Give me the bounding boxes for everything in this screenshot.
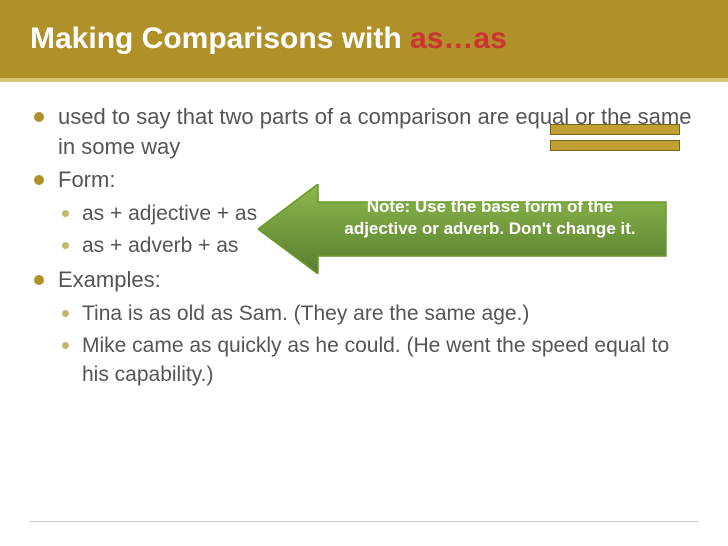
slide-header: Making Comparisons with as…as [0, 0, 728, 82]
equal-bar-bottom [550, 140, 680, 151]
bullet-text: Examples: [58, 267, 161, 292]
equal-bar-top [550, 124, 680, 135]
footer-divider [30, 521, 698, 522]
sub-bullet-text: as + adverb + as [82, 234, 238, 257]
sub-bullet-text: as + adjective + as [82, 202, 257, 225]
sub-bullet-list: Tina is as old as Sam. (They are the sam… [58, 299, 698, 390]
bullet-text: Form: [58, 167, 115, 192]
sub-bullet-text: Tina is as old as Sam. (They are the sam… [82, 302, 529, 325]
equal-sign-graphic [550, 124, 680, 156]
note-arrow: Note: Use the base form of the adjective… [258, 184, 668, 274]
arrow-note-text: Note: Use the base form of the adjective… [330, 196, 650, 240]
title-prefix: Making Comparisons with [30, 22, 410, 55]
sub-bullet-text: Mike came as quickly as he could. (He we… [82, 334, 669, 386]
title-accent: as…as [410, 22, 507, 55]
bullet-item: Examples: Tina is as old as Sam. (They a… [30, 265, 698, 390]
sub-bullet-item: Mike came as quickly as he could. (He we… [58, 331, 698, 390]
slide-title: Making Comparisons with as…as [30, 22, 698, 56]
sub-bullet-item: Tina is as old as Sam. (They are the sam… [58, 299, 698, 328]
